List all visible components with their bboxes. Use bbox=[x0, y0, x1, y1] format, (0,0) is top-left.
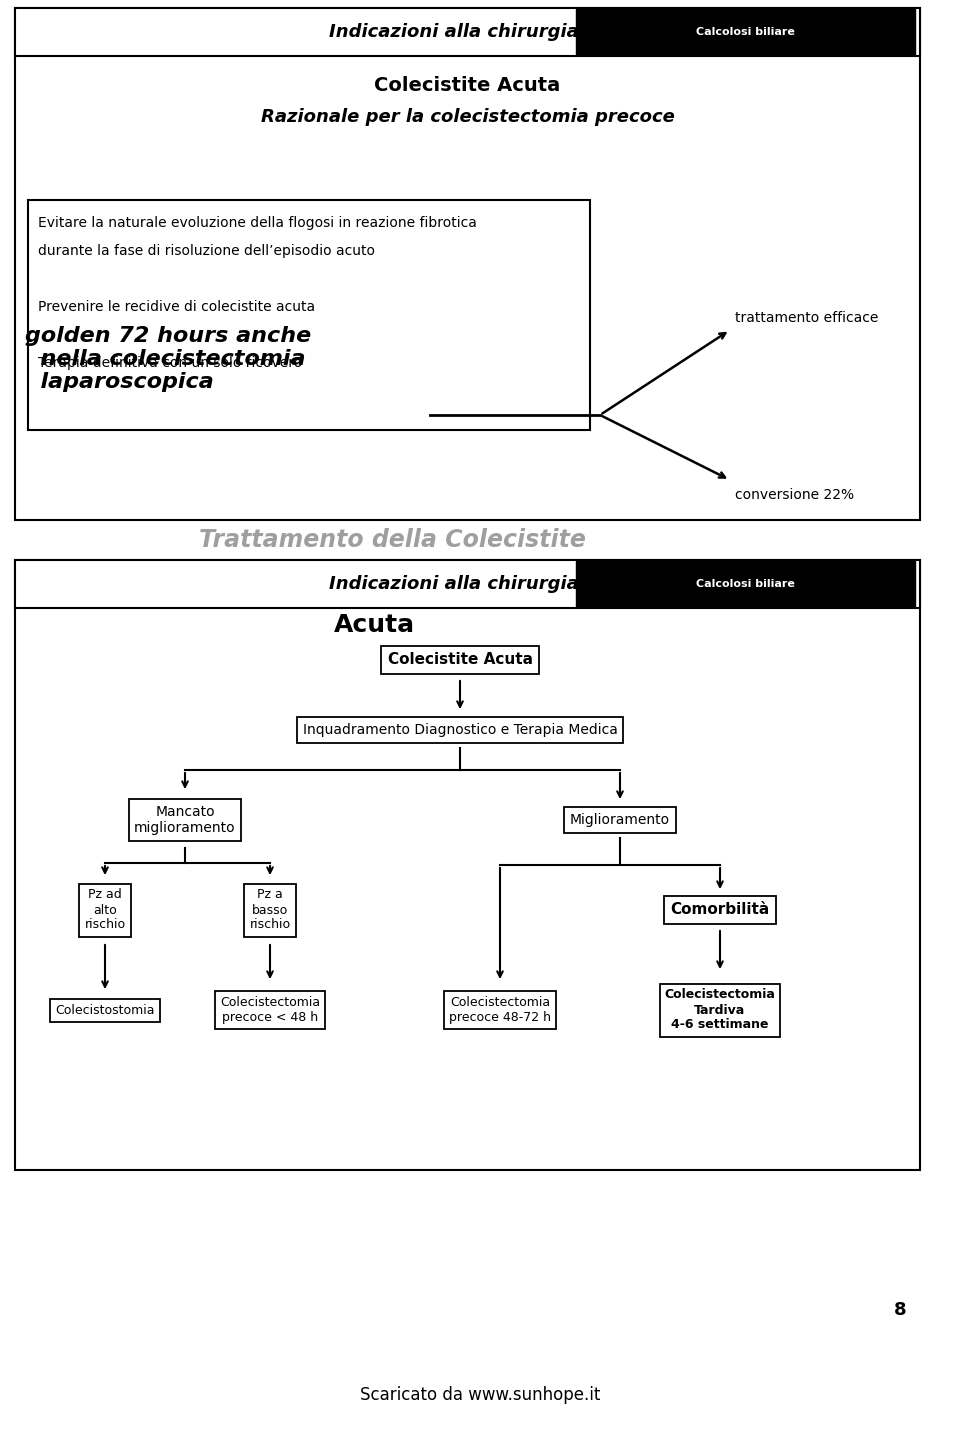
Text: Colecistite Acuta: Colecistite Acuta bbox=[374, 76, 561, 94]
Text: Calcolosi biliare: Calcolosi biliare bbox=[696, 579, 795, 589]
Bar bbox=[15, 561, 920, 608]
Text: Colecistostomia: Colecistostomia bbox=[56, 1004, 155, 1017]
Text: golden 72 hours anche
  nella colecistectomia
  laparoscopica: golden 72 hours anche nella colecistecto… bbox=[25, 326, 311, 392]
Text: Colecistectomia
precoce 48-72 h: Colecistectomia precoce 48-72 h bbox=[449, 997, 551, 1024]
Text: Colecistite Acuta: Colecistite Acuta bbox=[388, 652, 533, 668]
Text: Pz a
basso
rischio: Pz a basso rischio bbox=[250, 888, 291, 931]
Text: Mancato
miglioramento: Mancato miglioramento bbox=[134, 805, 236, 835]
Text: Colecistectomia
Tardiva
4-6 settimane: Colecistectomia Tardiva 4-6 settimane bbox=[664, 988, 776, 1031]
Text: Indicazioni alla chirurgia: Indicazioni alla chirurgia bbox=[329, 23, 579, 41]
Text: Comorbilità: Comorbilità bbox=[670, 902, 770, 918]
Text: Indicazioni alla chirurgia: Indicazioni alla chirurgia bbox=[329, 575, 579, 593]
Text: conversione 22%: conversione 22% bbox=[735, 488, 854, 502]
Text: Evitare la naturale evoluzione della flogosi in reazione fibrotica: Evitare la naturale evoluzione della flo… bbox=[38, 216, 477, 230]
Text: Trattamento della Colecistite: Trattamento della Colecistite bbox=[200, 528, 587, 552]
Text: Razionale per la colecistectomia precoce: Razionale per la colecistectomia precoce bbox=[260, 109, 675, 126]
Text: Inquadramento Diagnostico e Terapia Medica: Inquadramento Diagnostico e Terapia Medi… bbox=[302, 724, 617, 736]
Text: Scaricato da www.sunhope.it: Scaricato da www.sunhope.it bbox=[360, 1386, 600, 1404]
Bar bbox=[15, 9, 920, 56]
Text: trattamento efficace: trattamento efficace bbox=[735, 310, 878, 325]
Text: Colecistectomia
precoce < 48 h: Colecistectomia precoce < 48 h bbox=[220, 997, 320, 1024]
Bar bbox=[576, 561, 915, 606]
Bar bbox=[15, 561, 920, 1170]
Text: durante la fase di risoluzione dell’episodio acuto: durante la fase di risoluzione dell’epis… bbox=[38, 245, 375, 257]
Bar bbox=[28, 200, 590, 430]
Text: Terapia definitiva con un solo ricovero: Terapia definitiva con un solo ricovero bbox=[38, 356, 302, 370]
Text: Miglioramento: Miglioramento bbox=[570, 814, 670, 827]
Text: Calcolosi biliare: Calcolosi biliare bbox=[696, 27, 795, 37]
Text: Prevenire le recidive di colecistite acuta: Prevenire le recidive di colecistite acu… bbox=[38, 300, 315, 315]
Text: Pz ad
alto
rischio: Pz ad alto rischio bbox=[84, 888, 126, 931]
Bar bbox=[576, 9, 915, 54]
Bar bbox=[15, 9, 920, 521]
Text: 8: 8 bbox=[894, 1301, 906, 1318]
Text: Acuta: Acuta bbox=[333, 613, 415, 636]
